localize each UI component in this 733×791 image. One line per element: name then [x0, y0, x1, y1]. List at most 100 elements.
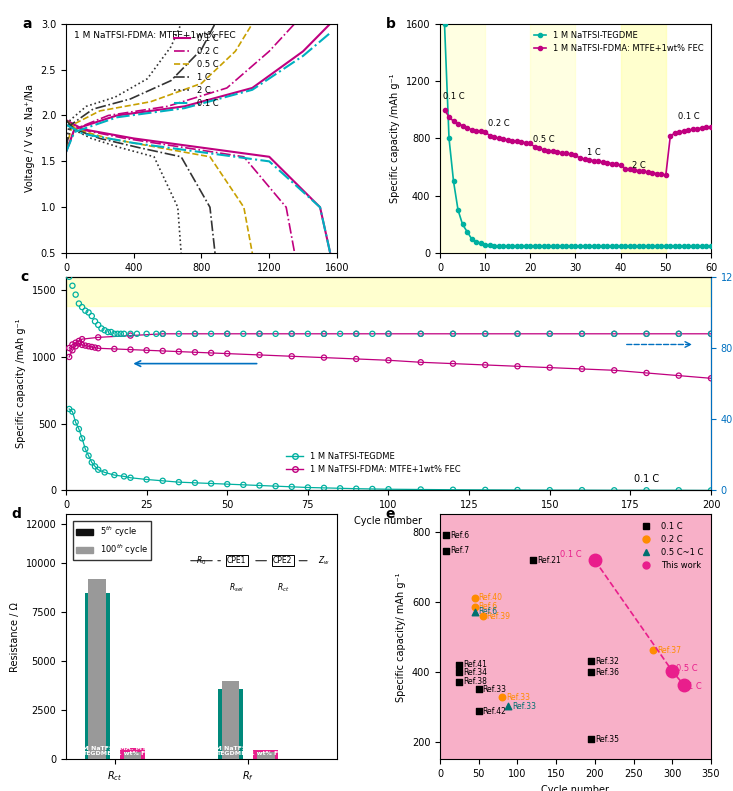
- Text: Ref.21: Ref.21: [537, 556, 561, 565]
- Point: [70, 336, 81, 349]
- Point: [108, 469, 120, 482]
- Text: 0.1 C: 0.1 C: [634, 474, 660, 484]
- Point: [479, 327, 491, 340]
- Point: [254, 479, 265, 492]
- Point: [585, 666, 597, 679]
- 1 M NaTFSI-FDMA: MTFE+1wt% FEC: (11, 820): MTFE+1wt% FEC: (11, 820): [485, 131, 494, 140]
- Bar: [221, 681, 239, 759]
- Point: [544, 327, 556, 340]
- Text: c: c: [21, 271, 29, 285]
- Legend: 5$^{th}$ cycle, 100$^{th}$ cycle: 5$^{th}$ cycle, 100$^{th}$ cycle: [73, 520, 151, 560]
- Point: [102, 326, 114, 339]
- Point: [125, 327, 136, 340]
- Point: [189, 476, 201, 489]
- Point: [157, 327, 169, 340]
- Bar: [257, 752, 275, 759]
- Point: [366, 483, 378, 495]
- Point: [544, 327, 556, 340]
- Text: 0.5 C: 0.5 C: [676, 664, 698, 673]
- Point: [454, 658, 465, 671]
- Y-axis label: Resistance / Ω: Resistance / Ω: [10, 602, 20, 672]
- Point: [270, 480, 281, 493]
- Point: [576, 327, 588, 340]
- Point: [608, 484, 620, 497]
- Text: 0.1 C: 0.1 C: [560, 550, 581, 559]
- Text: 1 M NaTFSI-
FDMA: MTFE
+1 wt% FEC: 1 M NaTFSI- FDMA: MTFE +1 wt% FEC: [110, 740, 155, 756]
- X-axis label: Cycle number: Cycle number: [542, 278, 610, 289]
- Text: 1 M NaTFSI-FDMA: MTFE+1wt% FEC: 1 M NaTFSI-FDMA: MTFE+1wt% FEC: [74, 31, 236, 40]
- Text: Ref.33: Ref.33: [482, 685, 507, 694]
- Text: 2 C: 2 C: [632, 161, 646, 170]
- Point: [350, 353, 362, 365]
- Text: 0.2 C: 0.2 C: [488, 119, 509, 128]
- Text: CPE2: CPE2: [273, 556, 292, 566]
- Point: [608, 364, 620, 377]
- Point: [157, 475, 169, 487]
- Point: [576, 484, 588, 497]
- Text: Ref.36: Ref.36: [595, 668, 619, 677]
- Point: [705, 484, 717, 497]
- Point: [115, 327, 127, 340]
- Point: [67, 279, 78, 292]
- Text: Ref.35: Ref.35: [595, 735, 619, 744]
- Point: [95, 322, 107, 335]
- Point: [454, 666, 465, 679]
- Point: [705, 327, 717, 340]
- 1 M NaTFSI-FDMA: MTFE+1wt% FEC: (20, 765): MTFE+1wt% FEC: (20, 765): [526, 138, 535, 148]
- Point: [86, 309, 97, 323]
- Point: [76, 432, 88, 445]
- Bar: [621, 24, 666, 253]
- Text: e: e: [386, 507, 395, 520]
- Point: [79, 339, 91, 352]
- Text: 1 C: 1 C: [688, 683, 701, 691]
- Point: [92, 331, 104, 343]
- X-axis label: Cycle number: Cycle number: [542, 785, 610, 791]
- Point: [70, 416, 81, 429]
- Point: [383, 483, 394, 495]
- Point: [447, 483, 459, 496]
- X-axis label: Cycle number: Cycle number: [355, 516, 422, 526]
- Text: Ref.42: Ref.42: [482, 706, 507, 716]
- Text: Ref.6: Ref.6: [450, 531, 469, 539]
- 1 M NaTFSI-TEGDME: [440, 19, 449, 28]
- Point: [189, 327, 201, 340]
- Point: [496, 691, 508, 703]
- Text: $R_{ct}$: $R_{ct}$: [276, 581, 289, 594]
- Text: 0.5 C: 0.5 C: [533, 135, 555, 144]
- Text: Ref.33: Ref.33: [512, 702, 536, 710]
- Point: [83, 449, 95, 462]
- Point: [73, 335, 85, 347]
- Point: [469, 605, 481, 618]
- 1 M NaTFSI-TEGDME: [612, 241, 621, 251]
- Y-axis label: Specific capacity/ mAh g⁻¹: Specific capacity/ mAh g⁻¹: [397, 572, 406, 702]
- Bar: [621, 24, 666, 253]
- Point: [125, 329, 136, 342]
- Point: [673, 327, 685, 340]
- Point: [479, 358, 491, 371]
- Point: [286, 480, 298, 493]
- 1 M NaTFSI-FDMA: MTFE+1wt% FEC: (16, 785): MTFE+1wt% FEC: (16, 785): [508, 136, 517, 146]
- Text: d: d: [12, 507, 22, 520]
- Point: [150, 327, 162, 340]
- Bar: [84, 592, 109, 759]
- Point: [473, 705, 485, 717]
- Y-axis label: Specific capacity /mAh g⁻¹: Specific capacity /mAh g⁻¹: [390, 74, 400, 203]
- Point: [118, 327, 130, 340]
- Point: [270, 327, 281, 340]
- Text: CPE1: CPE1: [227, 556, 246, 566]
- Bar: [218, 689, 243, 759]
- Point: [318, 327, 330, 340]
- Point: [99, 324, 111, 337]
- Point: [447, 327, 459, 340]
- 1 M NaTFSI-TEGDME: [490, 241, 498, 251]
- Point: [544, 484, 556, 497]
- Point: [205, 346, 217, 359]
- Point: [106, 326, 117, 339]
- Text: 1 M NaTFSI-
TEGDME: 1 M NaTFSI- TEGDME: [209, 746, 251, 756]
- Point: [67, 344, 78, 357]
- Point: [131, 327, 143, 340]
- Point: [205, 327, 217, 340]
- Point: [89, 460, 101, 473]
- Point: [118, 470, 130, 483]
- 1 M NaTFSI-TEGDME: [485, 240, 494, 250]
